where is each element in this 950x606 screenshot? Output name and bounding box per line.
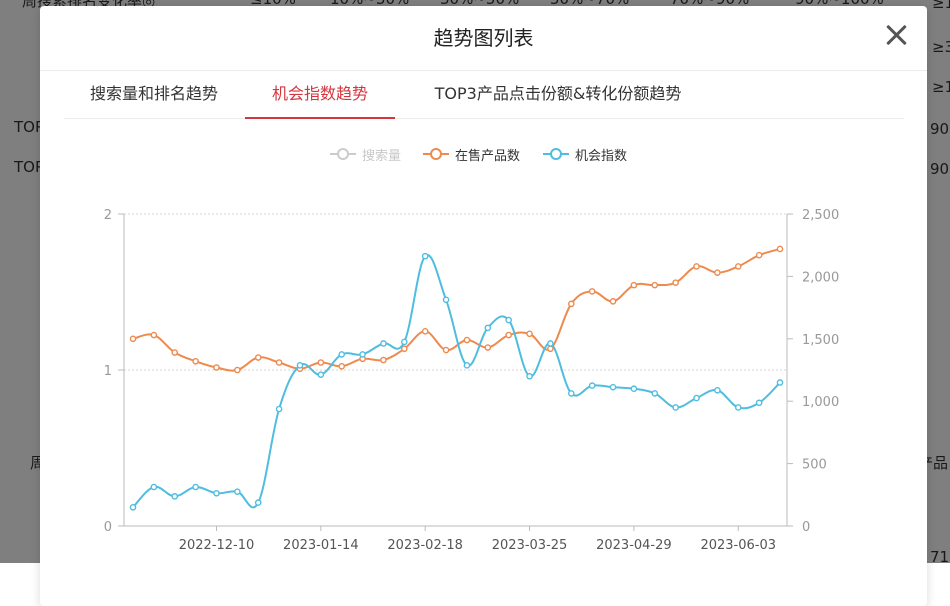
data-point-products-on-sale — [150, 331, 158, 339]
trend-line-chart: 0 1 2 0 500 1,000 1,500 2,000 2,500 2022-12-10 202… — [104, 208, 840, 553]
series-line-opportunity-index — [132, 254, 781, 509]
data-point-opportunity-index — [213, 489, 220, 497]
data-point-opportunity-index — [609, 383, 617, 391]
data-point-products-on-sale — [755, 251, 763, 259]
data-point-opportunity-index — [275, 405, 283, 413]
trend-chart-modal: 趋势图列表 搜索量和排名趋势 机会指数趋势 TOP3产品点击份额&转化份额趋势 … — [40, 6, 927, 606]
data-point-products-on-sale — [734, 263, 742, 270]
data-point-products-on-sale — [714, 269, 721, 276]
right-axis-tick-label: 1,000 — [802, 395, 839, 410]
data-point-opportunity-index — [192, 483, 199, 491]
data-point-products-on-sale — [442, 346, 450, 354]
data-point-products-on-sale — [463, 336, 471, 344]
legend-marker-icon — [330, 147, 356, 161]
tab-search-volume-rank[interactable]: 搜索量和排名趋势 — [89, 84, 218, 103]
data-point-products-on-sale — [567, 300, 575, 308]
data-point-products-on-sale — [275, 359, 283, 366]
x-axis-tick-label: 2023-06-03 — [700, 538, 776, 553]
data-point-products-on-sale — [234, 366, 241, 374]
chart-legend: 搜索量 在售产品数 机会指数 — [40, 144, 927, 164]
left-axis-tick-label: 1 — [104, 364, 112, 379]
left-axis-tick-label: 0 — [104, 520, 112, 535]
data-point-opportunity-index — [651, 390, 659, 397]
legend-label: 在售产品数 — [455, 148, 521, 164]
data-point-products-on-sale — [401, 345, 408, 353]
data-point-products-on-sale — [547, 345, 554, 353]
data-point-opportunity-index — [776, 379, 784, 386]
data-point-opportunity-index — [150, 483, 158, 491]
right-axis-tick-label: 1,500 — [802, 333, 839, 348]
data-point-opportunity-index — [359, 351, 366, 358]
data-point-products-on-sale — [317, 359, 325, 366]
close-icon[interactable] — [883, 22, 909, 48]
data-point-opportunity-index — [254, 499, 262, 506]
data-point-opportunity-index — [734, 404, 742, 411]
data-point-products-on-sale — [380, 356, 387, 364]
data-point-products-on-sale — [421, 328, 429, 335]
data-point-opportunity-index — [567, 390, 575, 397]
data-point-opportunity-index — [505, 316, 512, 324]
left-axis-tick-label: 2 — [104, 208, 112, 223]
data-point-opportunity-index — [442, 296, 450, 304]
right-axis-tick-label: 2,000 — [802, 270, 839, 285]
data-point-products-on-sale — [609, 298, 617, 305]
x-axis-tick-label: 2022-12-10 — [179, 538, 255, 553]
data-point-opportunity-index — [421, 252, 429, 260]
data-point-products-on-sale — [588, 288, 596, 295]
x-axis-tick-label: 2023-03-25 — [492, 538, 568, 553]
legend-item-search-volume[interactable]: 搜索量 — [330, 144, 401, 164]
data-point-opportunity-index — [380, 340, 387, 347]
legend-label: 机会指数 — [575, 148, 628, 164]
right-axis-tick-label: 0 — [802, 520, 810, 535]
data-point-opportunity-index — [526, 372, 533, 380]
data-point-opportunity-index — [693, 394, 700, 402]
data-point-products-on-sale — [693, 263, 700, 270]
data-point-products-on-sale — [630, 281, 638, 289]
data-point-opportunity-index — [755, 399, 763, 407]
data-point-opportunity-index — [672, 404, 679, 411]
legend-label: 搜索量 — [362, 148, 402, 164]
data-point-products-on-sale — [254, 354, 262, 361]
data-point-products-on-sale — [526, 330, 533, 338]
x-axis-tick-label: 2023-04-29 — [596, 538, 672, 553]
data-point-opportunity-index — [484, 324, 492, 332]
right-axis-tick-label: 500 — [802, 458, 827, 473]
modal-title: 趋势图列表 — [40, 6, 927, 71]
right-axis-tick-label: 2,500 — [802, 208, 839, 223]
data-point-products-on-sale — [484, 344, 492, 351]
data-point-opportunity-index — [463, 362, 471, 369]
tab-bar: 搜索量和排名趋势 机会指数趋势 TOP3产品点击份额&转化份额趋势 — [64, 70, 904, 119]
tab-top3-share[interactable]: TOP3产品点击份额&转化份额趋势 — [434, 84, 682, 103]
data-point-products-on-sale — [505, 331, 512, 339]
x-axis-tick-label: 2023-02-18 — [387, 538, 463, 553]
data-point-opportunity-index — [401, 338, 408, 346]
data-point-opportunity-index — [129, 503, 137, 511]
data-point-products-on-sale — [171, 349, 179, 356]
data-point-products-on-sale — [651, 281, 659, 289]
tab-opportunity-index[interactable]: 机会指数趋势 — [245, 70, 395, 119]
legend-item-opportunity-index[interactable]: 机会指数 — [543, 144, 627, 164]
series-line-products-on-sale — [132, 247, 781, 372]
data-point-opportunity-index — [338, 351, 346, 358]
legend-marker-icon — [543, 147, 569, 161]
legend-marker-icon — [423, 147, 449, 161]
data-point-opportunity-index — [588, 382, 596, 389]
legend-item-products-on-sale[interactable]: 在售产品数 — [423, 144, 520, 164]
data-point-products-on-sale — [338, 362, 346, 370]
data-point-opportunity-index — [630, 385, 638, 393]
data-point-products-on-sale — [129, 335, 137, 343]
data-point-opportunity-index — [317, 371, 325, 378]
data-point-opportunity-index — [171, 493, 179, 500]
data-point-products-on-sale — [213, 364, 220, 371]
x-axis-tick-label: 2023-01-14 — [283, 538, 359, 553]
data-point-products-on-sale — [192, 357, 199, 365]
data-point-opportunity-index — [296, 362, 304, 369]
data-point-products-on-sale — [776, 245, 784, 253]
data-point-opportunity-index — [234, 488, 241, 495]
data-point-opportunity-index — [547, 340, 554, 347]
data-point-opportunity-index — [714, 386, 721, 394]
data-point-products-on-sale — [672, 279, 679, 286]
